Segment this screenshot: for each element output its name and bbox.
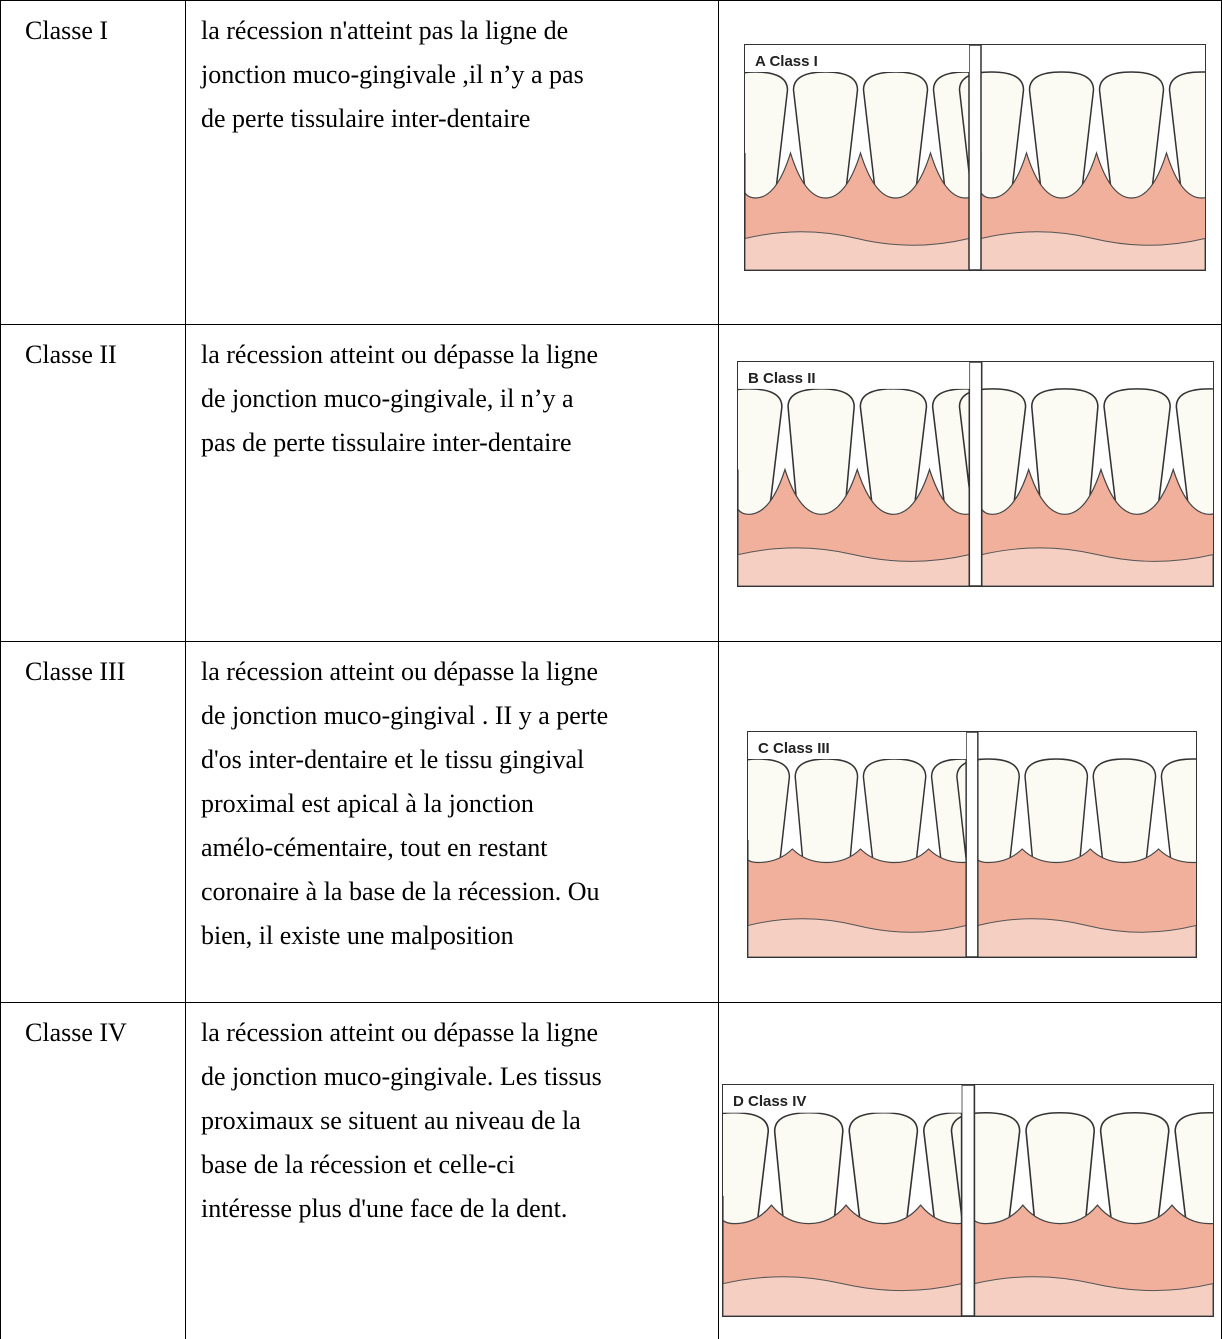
illustration: C Class III	[747, 731, 1197, 958]
panel-divider	[960, 1085, 976, 1316]
label-band	[748, 732, 967, 759]
description-line: d'os inter-dentaire et le tissu gingival	[201, 745, 585, 774]
gum-illustration	[745, 45, 1205, 270]
description-line: amélo-cémentaire, tout en restant	[201, 833, 548, 862]
description-line: jonction muco-gingivale ,il n’y a pas	[201, 60, 584, 89]
table-row: Classe III la récession atteint ou dépass…	[0, 641, 1222, 1002]
mucosa	[973, 1276, 1213, 1316]
illustration: A Class I	[744, 44, 1206, 271]
label-band	[738, 362, 970, 389]
panel-divider	[965, 732, 979, 957]
description-cell: la récession atteint ou dépasse la ligne…	[185, 642, 718, 1002]
mucosa	[738, 547, 970, 586]
class-cell: Classe I	[0, 1, 185, 324]
figure-label: B Class II	[748, 370, 816, 387]
description-line: de jonction muco-gingivale, il n’y a	[201, 384, 574, 413]
panel	[956, 758, 1196, 957]
panel-divider	[968, 362, 983, 586]
description-line: pas de perte tissulaire inter-dentaire	[201, 428, 572, 457]
description-line: proximaux se situent au niveau de la	[201, 1106, 581, 1135]
description-line: coronaire à la base de la récession. Ou	[201, 877, 600, 906]
description-line: intéresse plus d'une face de la dent.	[201, 1194, 568, 1223]
panel-divider	[968, 45, 982, 270]
description-cell: la récession n'atteint pas la ligne de jo…	[185, 1, 718, 324]
mucosa	[981, 547, 1213, 586]
description-line: la récession atteint ou dépasse la ligne	[201, 340, 599, 369]
description-line: la récession n'atteint pas la ligne de	[201, 16, 569, 45]
table-row: Classe II la récession atteint ou dépasse…	[0, 324, 1222, 641]
figure-cell: B Class II	[718, 325, 1222, 641]
mucosa	[980, 231, 1205, 270]
description-line: proximal est apical à la jonction	[201, 789, 534, 818]
illustration: B Class II	[737, 361, 1214, 587]
label-band	[723, 1085, 962, 1113]
figure-label: C Class III	[758, 740, 830, 757]
description-line: de jonction muco-gingivale. Les tissus	[201, 1062, 602, 1091]
panel	[723, 1111, 996, 1316]
gum-illustration	[748, 732, 1196, 957]
gum-illustration	[738, 362, 1213, 586]
description-line: de perte tissulaire inter-dentaire	[201, 104, 531, 133]
class-cell: Classe III	[0, 642, 185, 1002]
figure-label: A Class I	[755, 53, 818, 70]
panel	[958, 71, 1205, 270]
description-cell: la récession atteint ou dépasse la ligne…	[185, 325, 718, 641]
figure-label: D Class IV	[733, 1093, 807, 1110]
description-line: base de la récession et celle-ci	[201, 1150, 515, 1179]
gum-illustration	[723, 1085, 1213, 1316]
description-line: la récession atteint ou dépasse la ligne	[201, 657, 599, 686]
panel	[745, 71, 1002, 270]
description-cell: la récession atteint ou dépasse la ligne…	[185, 1003, 718, 1339]
figure-cell: C Class III	[718, 642, 1222, 1002]
illustration: D Class IV	[722, 1084, 1214, 1317]
table-row: Classe IV la récession atteint ou dépasse…	[0, 1002, 1222, 1339]
class-cell: Classe IV	[0, 1003, 185, 1339]
figure-cell: A Class I	[718, 1, 1222, 324]
description-line: bien, il existe une malposition	[201, 921, 514, 950]
panel	[950, 1111, 1213, 1316]
label-band	[745, 45, 969, 72]
mucosa	[977, 918, 1196, 957]
figure-cell: D Class IV	[718, 1003, 1222, 1339]
mucosa	[723, 1276, 963, 1316]
description-line: de jonction muco-gingival . II y a perte	[201, 701, 609, 730]
panel	[958, 388, 1213, 586]
mucosa	[745, 231, 970, 270]
mucosa	[748, 918, 967, 957]
class-cell: Classe II	[0, 325, 185, 641]
description-line: la récession atteint ou dépasse la ligne	[201, 1018, 599, 1047]
